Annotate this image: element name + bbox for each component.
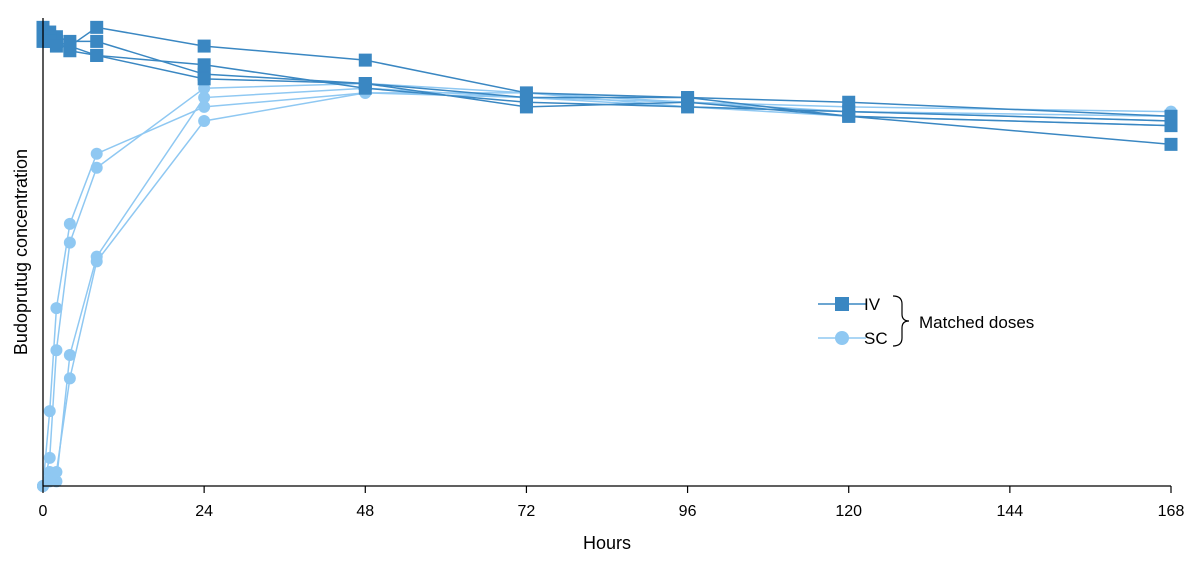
x-tick-label: 120 [835, 503, 862, 520]
x-tick-label: 48 [356, 503, 374, 520]
data-point [198, 91, 211, 104]
data-point [519, 86, 533, 100]
series-sc [37, 82, 1177, 492]
series-line [42, 82, 1172, 487]
series-line [42, 92, 1172, 487]
data-point [63, 348, 76, 361]
legend-iv-square-icon [835, 297, 849, 311]
legend-group-label: Matched doses [919, 313, 1034, 332]
data-point [90, 161, 103, 174]
data-point [198, 100, 211, 113]
data-point [50, 302, 63, 315]
data-point [197, 39, 211, 53]
data-point [50, 344, 63, 357]
x-tick-label: 96 [679, 503, 697, 520]
y-axis-title: Budoprutug concentration [11, 149, 31, 355]
series-sc [37, 86, 1177, 492]
data-point [63, 372, 76, 385]
legend-sc-circle-icon [835, 331, 849, 345]
data-point [519, 100, 533, 114]
data-point [90, 48, 104, 62]
data-point [90, 147, 103, 160]
x-tick-label: 0 [39, 503, 48, 520]
x-axis-title: Hours [583, 533, 631, 553]
series-line [42, 92, 1172, 487]
legend-brace-icon [892, 295, 910, 347]
x-tick-label: 144 [997, 503, 1024, 520]
x-tick-label: 168 [1158, 503, 1185, 520]
series-line [42, 87, 1172, 487]
data-point [198, 114, 211, 127]
data-point [63, 39, 77, 53]
legend-iv-label: IV [864, 295, 881, 314]
series-iv [36, 34, 1178, 151]
data-point [197, 72, 211, 86]
legend: IV SC Matched doses [818, 295, 1034, 348]
legend-sc-label: SC [864, 329, 888, 348]
data-point [90, 255, 103, 268]
x-ticks: 0 24 48 72 96 120 144 168 [39, 486, 1185, 520]
series-layer [36, 20, 1178, 492]
x-tick-label: 72 [518, 503, 536, 520]
x-tick-label: 24 [195, 503, 213, 520]
data-point [43, 451, 56, 464]
data-point [63, 236, 76, 249]
data-point [358, 77, 372, 91]
series-sc [37, 86, 1177, 492]
series-line [42, 26, 1172, 127]
data-point [49, 39, 63, 53]
data-point [90, 34, 104, 48]
data-point [1164, 119, 1178, 133]
series-sc [37, 77, 1177, 492]
data-point [197, 58, 211, 72]
data-point [43, 405, 56, 418]
series-line [42, 31, 1172, 122]
data-point [43, 475, 56, 488]
data-point [50, 465, 63, 478]
data-point [358, 53, 372, 67]
data-point [681, 95, 695, 109]
series-line [43, 40, 1172, 146]
data-point [842, 109, 856, 123]
data-point [1164, 137, 1178, 151]
data-point [90, 20, 104, 34]
data-point [63, 217, 76, 230]
